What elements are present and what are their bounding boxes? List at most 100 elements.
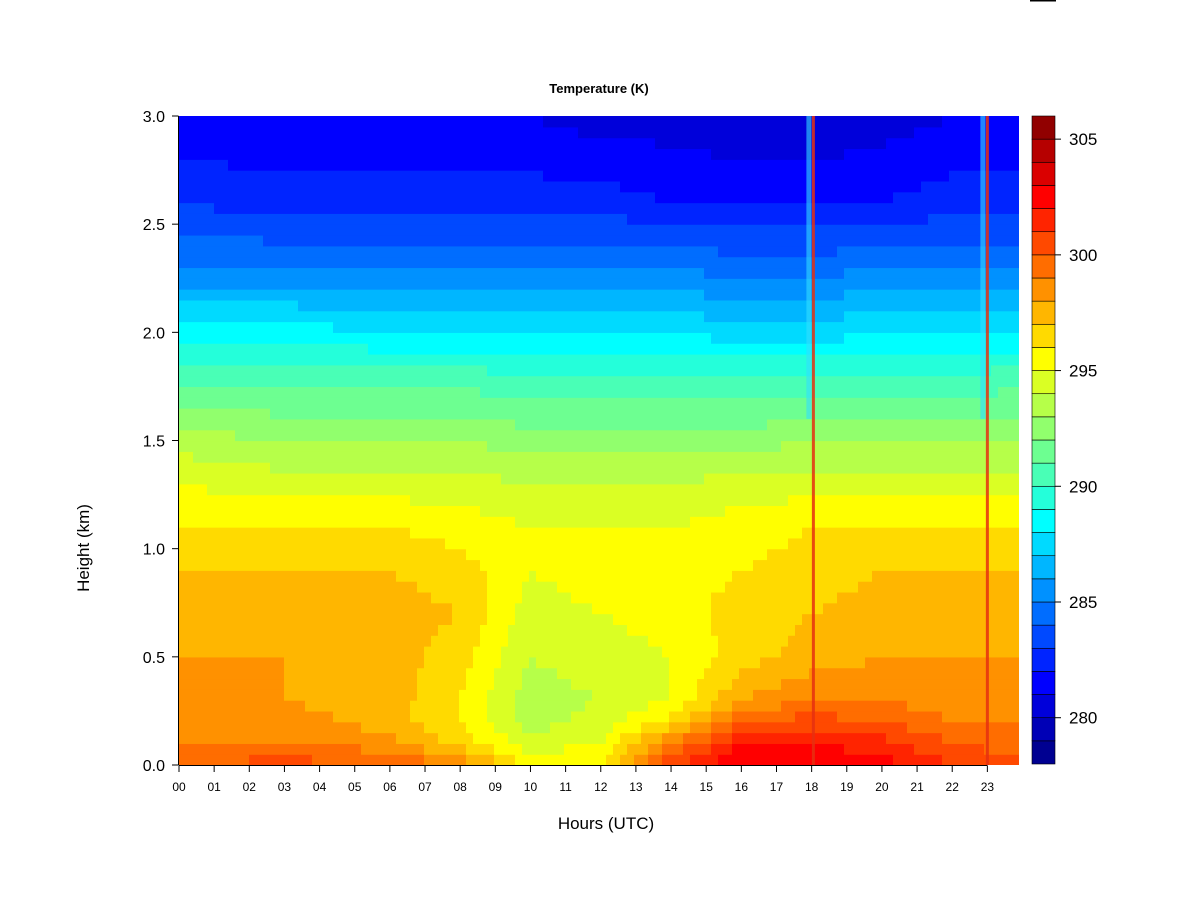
- heatmap-cell: [732, 116, 740, 128]
- heatmap-cell: [578, 202, 586, 214]
- heatmap-cell: [452, 299, 460, 312]
- heatmap-cell: [417, 440, 425, 452]
- heatmap-cell: [620, 700, 628, 712]
- heatmap-cell: [207, 732, 215, 744]
- heatmap-cell: [396, 451, 404, 463]
- heatmap-cell: [655, 689, 663, 701]
- heatmap-cell: [326, 234, 334, 247]
- heatmap-cell: [690, 343, 698, 355]
- heatmap-cell: [256, 245, 264, 258]
- heatmap-cell: [417, 656, 425, 669]
- heatmap-cell: [214, 397, 222, 409]
- heatmap-cell: [340, 256, 348, 269]
- heatmap-cell: [417, 278, 425, 290]
- heatmap-cell: [431, 126, 439, 139]
- heatmap-cell: [466, 386, 474, 398]
- heatmap-cell: [235, 516, 243, 528]
- heatmap-cell: [431, 462, 439, 474]
- heatmap-cell: [711, 148, 719, 160]
- heatmap-cell: [669, 494, 677, 506]
- heatmap-cell: [739, 591, 747, 604]
- heatmap-cell: [550, 581, 558, 593]
- heatmap-cell: [627, 570, 635, 582]
- heatmap-cell: [319, 353, 327, 366]
- heatmap-cell: [459, 581, 467, 593]
- heatmap-cell: [417, 559, 425, 571]
- heatmap-cell: [228, 299, 236, 312]
- heatmap-cell: [361, 245, 369, 258]
- heatmap-cell: [578, 267, 586, 279]
- heatmap-cell: [585, 224, 593, 236]
- heatmap-cell: [466, 581, 474, 593]
- heatmap-cell: [298, 581, 306, 593]
- heatmap-cell: [452, 483, 460, 496]
- heatmap-cell: [445, 245, 453, 258]
- heatmap-cell: [256, 689, 264, 701]
- heatmap-cell: [410, 613, 418, 625]
- heatmap-cell: [725, 732, 733, 744]
- heatmap-cell: [347, 700, 355, 712]
- heatmap-cell: [368, 678, 376, 690]
- heatmap-cell: [249, 570, 257, 582]
- heatmap-cell: [613, 299, 621, 312]
- heatmap-cell: [200, 602, 208, 615]
- heatmap-cell: [256, 667, 264, 680]
- heatmap-cell: [732, 213, 740, 225]
- heatmap-cell: [501, 397, 509, 409]
- heatmap-cell: [396, 202, 404, 214]
- heatmap-cell: [662, 170, 670, 182]
- heatmap-cell: [704, 256, 712, 269]
- heatmap-cell: [662, 754, 670, 765]
- heatmap-cell: [718, 591, 726, 604]
- heatmap-cell: [543, 418, 551, 431]
- heatmap-cell: [739, 191, 747, 204]
- heatmap-cell: [515, 527, 523, 539]
- heatmap-cell: [480, 451, 488, 463]
- heatmap-cell: [466, 159, 474, 171]
- heatmap-cell: [375, 483, 383, 496]
- heatmap-cell: [641, 234, 649, 247]
- heatmap-cell: [452, 256, 460, 269]
- heatmap-cell: [284, 635, 292, 647]
- heatmap-cell: [186, 310, 194, 323]
- heatmap-cell: [375, 397, 383, 409]
- heatmap-cell: [389, 364, 397, 377]
- heatmap-cell: [445, 202, 453, 214]
- heatmap-cell: [599, 364, 607, 377]
- heatmap-cell: [543, 624, 551, 636]
- heatmap-cell: [655, 559, 663, 571]
- heatmap-cell: [585, 721, 593, 734]
- heatmap-cell: [683, 656, 691, 669]
- heatmap-cell: [277, 191, 285, 204]
- heatmap-cell: [403, 591, 411, 604]
- heatmap-cell: [375, 224, 383, 236]
- heatmap-cell: [431, 148, 439, 160]
- heatmap-cell: [256, 397, 264, 409]
- heatmap-cell: [620, 548, 628, 561]
- heatmap-cell: [494, 635, 502, 647]
- heatmap-cell: [403, 353, 411, 366]
- heatmap-cell: [711, 548, 719, 561]
- heatmap-cell: [711, 743, 719, 755]
- heatmap-cell: [382, 213, 390, 225]
- heatmap-cell: [711, 527, 719, 539]
- heatmap-cell: [515, 213, 523, 225]
- heatmap-cell: [669, 245, 677, 258]
- heatmap-cell: [662, 602, 670, 615]
- heatmap-cell: [662, 180, 670, 193]
- heatmap-cell: [333, 180, 341, 193]
- heatmap-cell: [711, 754, 719, 765]
- heatmap-cell: [655, 116, 663, 128]
- heatmap-cell: [298, 418, 306, 431]
- heatmap-cell: [627, 689, 635, 701]
- heatmap-cell: [473, 710, 481, 723]
- heatmap-cell: [291, 700, 299, 712]
- heatmap-cell: [431, 418, 439, 431]
- heatmap-cell: [186, 321, 194, 333]
- heatmap-cell: [473, 743, 481, 755]
- heatmap-cell: [739, 440, 747, 452]
- heatmap-cell: [445, 191, 453, 204]
- heatmap-cell: [207, 429, 215, 442]
- heatmap-cell: [466, 494, 474, 506]
- heatmap-cell: [578, 408, 586, 420]
